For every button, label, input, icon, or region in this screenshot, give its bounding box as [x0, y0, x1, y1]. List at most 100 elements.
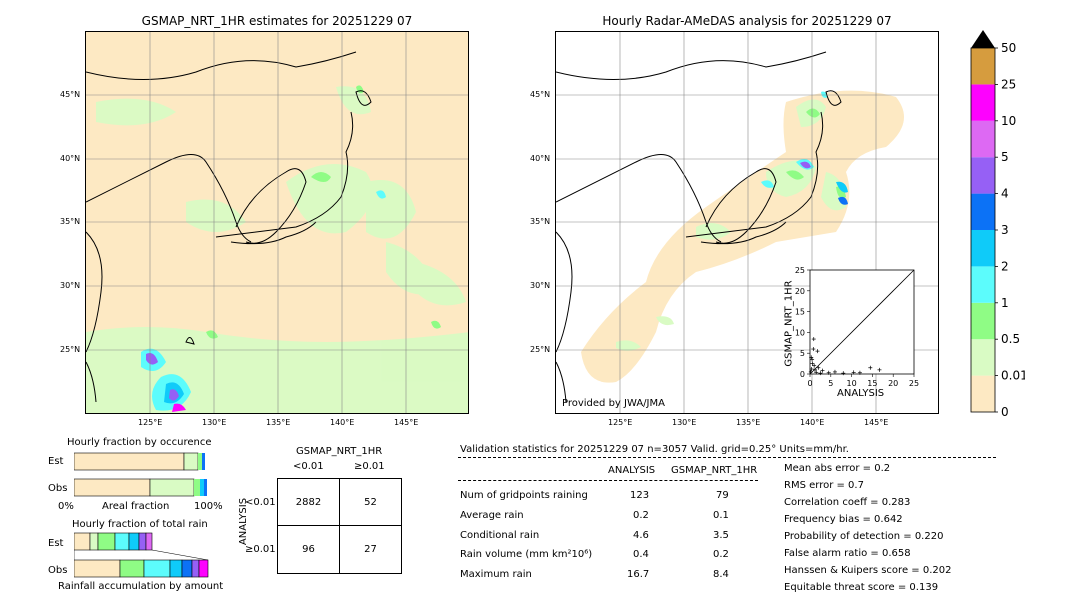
scatter-point	[810, 361, 815, 366]
validation-col-gsmap: GSMAP_NRT_1HR	[671, 465, 758, 476]
scatter-point	[811, 337, 816, 342]
scatter-point	[812, 363, 817, 368]
left-map-panel	[85, 31, 469, 414]
right-lat-label-30: 30°N	[530, 281, 551, 290]
colorbar-tick-label: 3	[1001, 223, 1009, 237]
left-lon-label-145: 145°E	[394, 418, 419, 427]
scatter-xtick-label: 0	[807, 379, 812, 388]
validation-heading: Validation statistics for 20251229 07 n=…	[460, 444, 849, 455]
scatter-xtick-label: 10	[847, 379, 857, 388]
colorbar-segment	[971, 84, 995, 121]
score-far: False alarm ratio = 0.658	[784, 548, 911, 559]
scatter-point	[832, 369, 837, 374]
colorbar-segment	[971, 339, 995, 376]
scatter-point	[857, 370, 862, 375]
validation-row-gsmap: 0.1	[713, 510, 729, 521]
right-lon-label-130: 130°E	[672, 418, 697, 427]
validation-dash-top	[458, 457, 996, 458]
left-lat-label-30: 30°N	[60, 281, 81, 290]
right-lon-label-125: 125°E	[608, 418, 633, 427]
left-lat-label-35: 35°N	[60, 217, 81, 226]
left-lon-label-140: 140°E	[330, 418, 355, 427]
colorbar-tick-label: 0	[1001, 405, 1009, 419]
colorbar-tick-label: 0.5	[1001, 332, 1020, 346]
colorbar-segment	[971, 230, 995, 267]
colorbar-segment	[971, 48, 995, 85]
right-map-coastlines	[556, 51, 842, 403]
scatter-xtick-label: 25	[909, 379, 919, 388]
right-map-rain-light	[616, 99, 846, 351]
score-ets: Equitable threat score = 0.139	[784, 582, 939, 593]
colorbar-tick-label: 25	[1001, 77, 1016, 91]
left-lon-label-135: 135°E	[266, 418, 291, 427]
colorbar-tick-label: 0.01	[1001, 369, 1025, 383]
scatter-point	[818, 371, 823, 376]
left-map-gridlines	[86, 32, 468, 413]
contingency-row1: <0.01	[245, 497, 276, 508]
score-pod: Probability of detection = 0.220	[784, 531, 944, 542]
colorbar-canvas: 0 0.01 0.5 1 2 3 4 5 10 25 50	[970, 30, 1028, 419]
contingency-cell-tn: 2882	[277, 478, 340, 526]
scatter-xtick-label: 20	[888, 379, 898, 388]
colorbar-segment	[971, 120, 995, 158]
left-lat-label-25: 25°N	[60, 345, 81, 354]
colorbar-segment	[971, 302, 995, 340]
scatter-point	[851, 370, 856, 375]
scatter-point	[826, 370, 831, 375]
validation-row-analysis: 4.6	[633, 530, 649, 541]
scatter-ytick-label: 10	[795, 328, 805, 337]
left-lat-label-45: 45°N	[60, 90, 81, 99]
right-lon-label-135: 135°E	[736, 418, 761, 427]
validation-row-label: Average rain	[460, 510, 524, 521]
validation-row-analysis: 0.4	[633, 549, 649, 560]
validation-row-gsmap: 8.4	[713, 569, 729, 580]
scatter-ytick-label: 5	[800, 349, 805, 358]
total-est-label: Est	[48, 538, 64, 549]
total-rain-bars	[73, 532, 210, 580]
scatter-point	[877, 367, 882, 372]
right-lon-label-145: 145°E	[864, 418, 889, 427]
scatter-xtick-label: 5	[828, 379, 833, 388]
scatter-point	[809, 367, 814, 372]
scatter-plot: 0 0 5 5 10 10 15 15 20 20 25 25	[780, 262, 920, 402]
map-credit: Provided by JWA/JMA	[562, 398, 665, 409]
scatter-canvas: 00 5 5 10 10 15 15 20 20 25 25	[795, 266, 919, 388]
scatter-point	[810, 357, 815, 362]
contingency-cell-fn: 96	[277, 525, 340, 574]
scatter-xlabel: ANALYSIS	[837, 388, 885, 399]
total-rain-title: Hourly fraction of total rain	[72, 519, 208, 530]
colorbar-extend-arrow	[971, 30, 995, 48]
occurrence-obs-label: Obs	[48, 483, 68, 494]
validation-row-gsmap: 0.2	[713, 549, 729, 560]
scatter-point	[809, 355, 814, 360]
validation-row-label: Num of gridpoints raining	[460, 490, 588, 501]
validation-dash-mid	[458, 480, 758, 481]
validation-col-analysis: ANALYSIS	[608, 465, 656, 476]
contingency-header: GSMAP_NRT_1HR	[296, 446, 383, 457]
scatter-ytick-label: 25	[795, 266, 805, 275]
right-lat-label-40: 40°N	[530, 154, 551, 163]
right-lon-label-140: 140°E	[800, 418, 825, 427]
occurrence-axis-left: 0%	[58, 501, 74, 512]
contingency-cell-fp: 52	[339, 478, 402, 526]
colorbar-segment	[971, 157, 995, 194]
scatter-point	[815, 349, 820, 354]
colorbar-tick-label: 4	[1001, 187, 1009, 201]
score-rms-error: RMS error = 0.7	[784, 480, 864, 491]
validation-row-analysis: 0.2	[633, 510, 649, 521]
validation-row-label: Conditional rain	[460, 530, 540, 541]
left-lon-label-125: 125°E	[138, 418, 163, 427]
scatter-point	[868, 365, 873, 370]
left-map-coastlines	[86, 51, 372, 403]
colorbar-tick-label: 1	[1001, 296, 1009, 310]
occurrence-title: Hourly fraction by occurence	[67, 437, 212, 448]
colorbar-tick-label: 10	[1001, 114, 1016, 128]
occurrence-axis-mid: Areal fraction	[102, 501, 170, 512]
colorbar: 0 0.01 0.5 1 2 3 4 5 10 25 50	[965, 28, 1028, 420]
scatter-point	[808, 369, 813, 374]
right-map-rain-moderate	[786, 108, 846, 199]
score-mean-abs-error: Mean abs error = 0.2	[784, 463, 891, 474]
scatter-ytick-label: 20	[795, 287, 805, 296]
total-rain-bars-canvas	[73, 532, 209, 578]
left-map-title: GSMAP_NRT_1HR estimates for 20251229 07	[141, 14, 413, 28]
